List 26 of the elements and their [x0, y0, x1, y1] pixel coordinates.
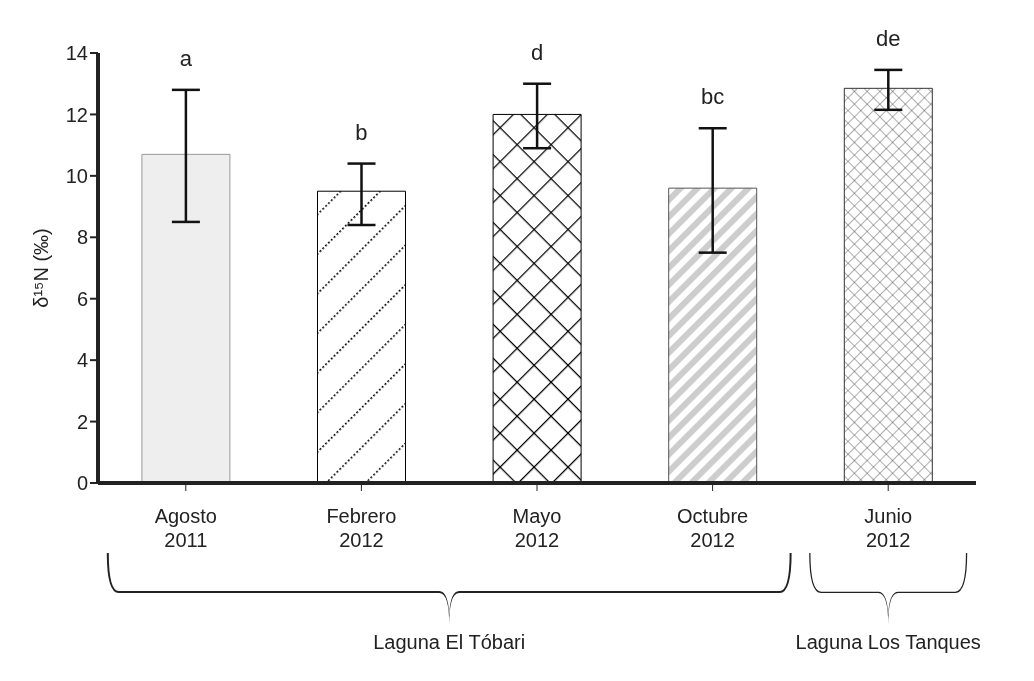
- text: Laguna El Tóbari: [373, 631, 526, 653]
- x-tick-label: Mayo 2012: [512, 505, 562, 551]
- text: Laguna Los Tanques: [795, 631, 981, 653]
- x-tick-label: Febrero 2012: [326, 505, 397, 551]
- y-tick-label: 12: [65, 103, 88, 126]
- bar: [492, 113, 582, 483]
- y-tick-label: 4: [76, 349, 88, 372]
- y-tick-label: 14: [65, 42, 88, 65]
- annotation: a: [179, 45, 193, 71]
- text: de: [875, 25, 901, 51]
- bar: [668, 187, 758, 483]
- annotation: b: [355, 119, 368, 145]
- y-tick-label: 0: [76, 472, 88, 495]
- bar: [317, 190, 406, 483]
- y-tick-label: 2: [76, 410, 88, 433]
- y-tick-label: 8: [76, 226, 88, 249]
- y-tick-label: 10: [65, 164, 88, 187]
- y-tick-label: 6: [76, 287, 88, 310]
- x-tick-label: Octubre 2012: [677, 505, 749, 551]
- x-tick-label: Agosto 2011: [154, 505, 217, 551]
- annotation: d: [530, 39, 544, 65]
- annotation: bc: [700, 84, 725, 110]
- bar: [843, 87, 933, 483]
- x-tick-label: Junio 2012: [864, 505, 913, 551]
- y-axis-title: δ¹⁵N (‰): [30, 228, 52, 308]
- bar: [141, 153, 231, 483]
